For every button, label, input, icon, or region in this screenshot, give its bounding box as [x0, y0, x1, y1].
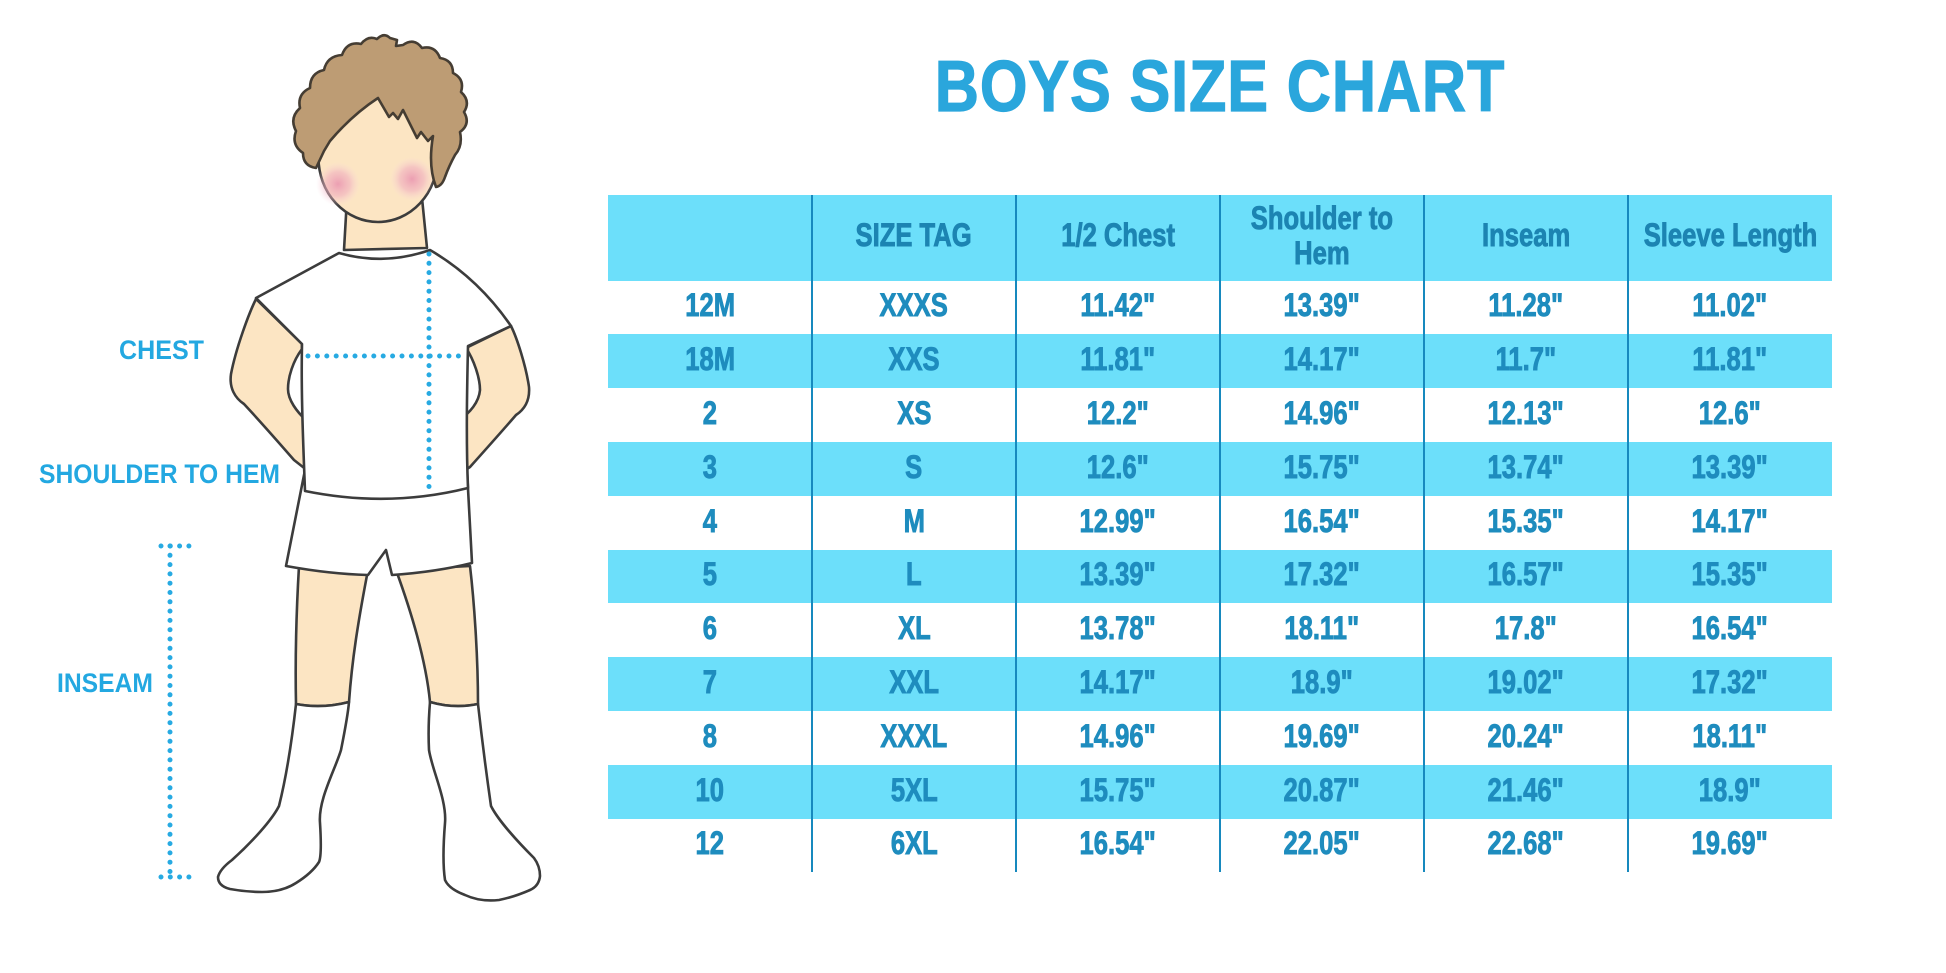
- svg-text:SHOULDER TO HEM: SHOULDER TO HEM: [39, 459, 280, 489]
- svg-text:CHEST: CHEST: [119, 335, 204, 365]
- svg-text:INSEAM: INSEAM: [57, 668, 153, 698]
